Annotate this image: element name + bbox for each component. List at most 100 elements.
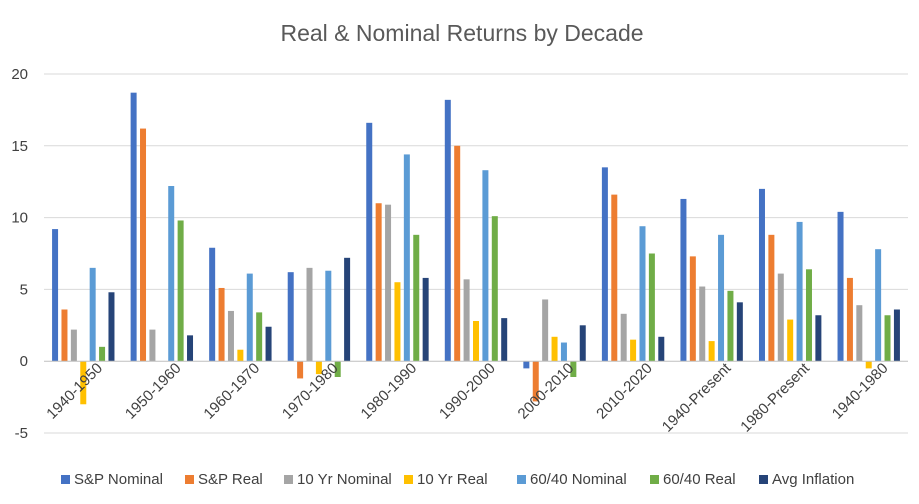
bar	[718, 234, 725, 362]
bar	[777, 273, 784, 362]
bar	[758, 188, 765, 362]
bar	[523, 361, 530, 369]
bar	[611, 194, 618, 362]
bar	[787, 319, 794, 362]
bar	[52, 229, 59, 362]
x-category-label: 1940-Present	[659, 359, 735, 435]
bar	[366, 122, 373, 362]
x-category-label: 1950-1960	[122, 360, 185, 423]
x-category-label: 1990-2000	[436, 360, 499, 423]
x-category-label: 2010-2020	[593, 360, 656, 423]
x-category-label: 1940-1950	[43, 360, 106, 423]
bar	[168, 186, 175, 362]
legend-swatch	[185, 475, 194, 484]
bar	[796, 221, 803, 362]
bar	[70, 329, 77, 362]
bar	[699, 286, 706, 362]
bar	[805, 269, 812, 362]
y-tick-label: -5	[15, 425, 28, 442]
bar	[884, 315, 891, 362]
bar	[444, 99, 451, 362]
bar	[639, 226, 646, 362]
bar	[334, 361, 341, 377]
bar	[620, 313, 627, 362]
bar	[130, 92, 137, 362]
bar	[491, 216, 498, 362]
bar	[815, 315, 822, 362]
bar	[768, 234, 775, 362]
y-tick-label: 5	[20, 281, 28, 298]
legend-label: S&P Nominal	[74, 471, 163, 488]
legend-label: 60/40 Nominal	[530, 471, 627, 488]
bar	[532, 361, 539, 402]
legend-swatch	[404, 475, 413, 484]
legend-swatch	[284, 475, 293, 484]
legend-label: Avg Inflation	[772, 471, 854, 488]
bar	[648, 253, 655, 362]
y-tick-label: 10	[11, 210, 28, 227]
bar	[403, 154, 410, 362]
bar	[385, 204, 392, 362]
legend-swatch	[517, 475, 526, 484]
legend-swatch	[759, 475, 768, 484]
bar	[218, 287, 225, 362]
bar	[61, 309, 68, 362]
y-tick-label: 20	[11, 66, 28, 83]
bar	[325, 270, 332, 362]
bar	[237, 349, 244, 362]
bar	[265, 326, 272, 362]
legend-label: 10 Yr Real	[417, 471, 488, 488]
legend-swatch	[61, 475, 70, 484]
bar	[680, 198, 687, 362]
bar	[727, 290, 734, 362]
bar	[315, 361, 322, 375]
bar	[542, 299, 549, 362]
bar	[375, 203, 382, 362]
bar	[344, 257, 351, 362]
x-category-label: 1980-Present	[737, 359, 813, 435]
bar	[246, 273, 253, 362]
bar	[187, 335, 194, 362]
x-category-label: 1960-1970	[200, 360, 263, 423]
y-axis-tick-labels: -5 0 5 10 15 20	[11, 66, 28, 442]
legend-label: 60/40 Real	[663, 471, 736, 488]
bar	[658, 336, 665, 362]
bar	[306, 267, 313, 362]
legend-swatch	[650, 475, 659, 484]
bar	[89, 267, 96, 362]
x-category-label: 1970-1980	[279, 360, 342, 423]
bar	[149, 329, 156, 362]
x-category-label: 1980-1990	[358, 360, 421, 423]
bar	[708, 341, 715, 362]
legend: S&P Nominal S&P Real 10 Yr Nominal 10 Yr Re…	[61, 471, 854, 488]
bar	[99, 346, 106, 362]
bar	[422, 277, 429, 362]
bar	[227, 310, 234, 362]
bar	[394, 282, 401, 362]
bar	[80, 361, 87, 405]
bar	[108, 292, 115, 362]
bar	[570, 361, 577, 377]
bar	[893, 309, 900, 362]
x-category-label: 1940-1980	[829, 360, 892, 423]
bar	[856, 305, 863, 362]
y-tick-label: 0	[20, 353, 28, 370]
legend-label: S&P Real	[198, 471, 263, 488]
bar	[463, 279, 470, 362]
bar	[256, 312, 263, 362]
bar	[736, 302, 743, 362]
bar	[177, 220, 184, 362]
bar	[875, 249, 882, 362]
bar	[579, 325, 586, 362]
bar	[473, 320, 479, 362]
legend-label: 10 Yr Nominal	[297, 471, 392, 488]
bar	[601, 167, 608, 362]
bar	[454, 145, 461, 362]
bar	[287, 272, 294, 362]
bar	[297, 361, 304, 379]
bar	[482, 170, 489, 362]
chart-title: Real & Nominal Returns by Decade	[280, 20, 643, 46]
bar	[551, 336, 558, 362]
bar	[837, 211, 844, 362]
